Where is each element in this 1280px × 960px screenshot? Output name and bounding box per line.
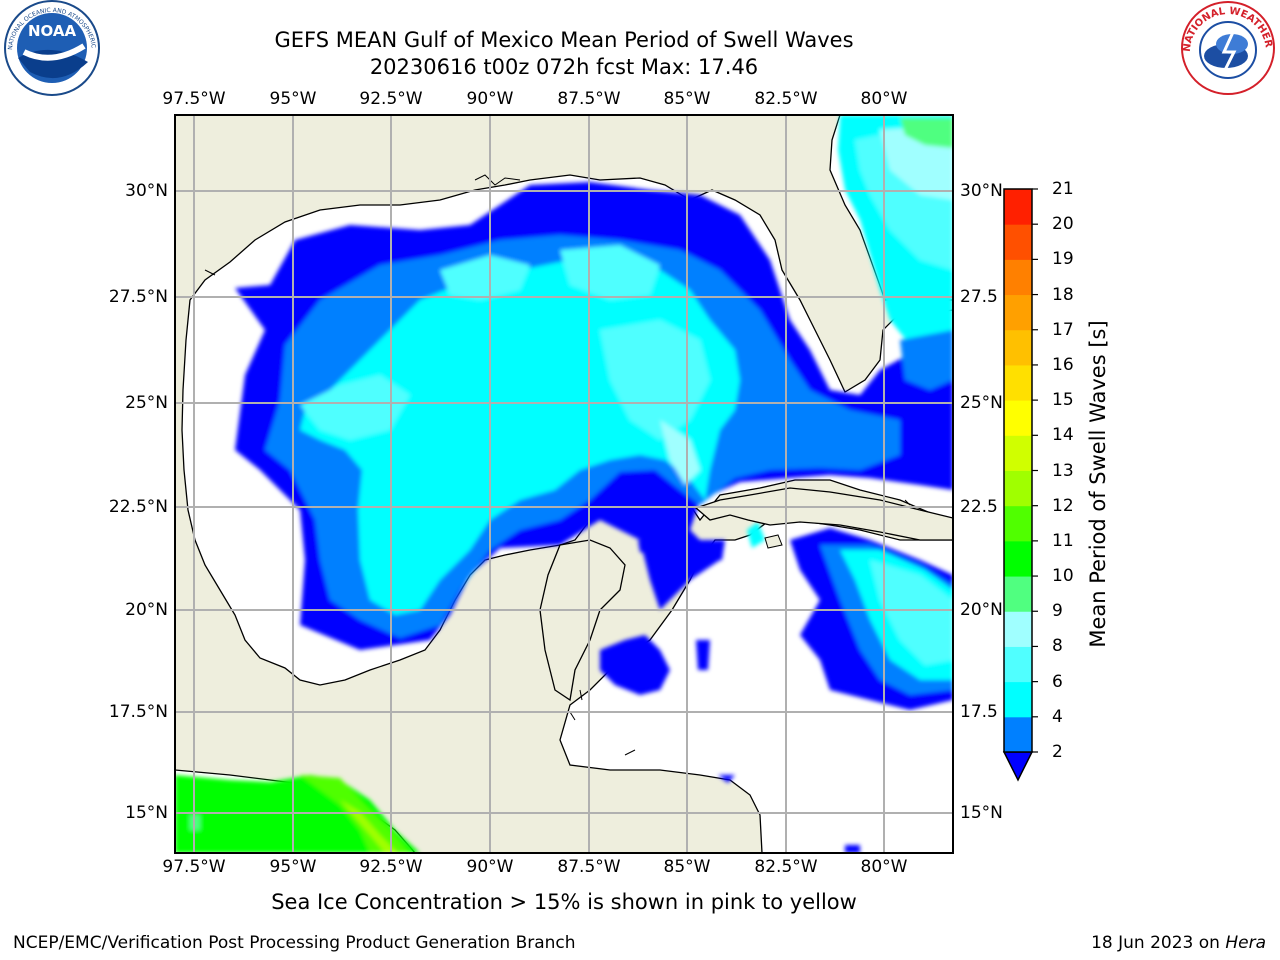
colorbar-segment	[1004, 540, 1032, 577]
colorbar-segment	[1004, 646, 1032, 683]
lat-tick-left: 22.5°N	[108, 497, 168, 517]
colorbar-tick-label: 20	[1052, 214, 1074, 235]
colorbar-tick-label: 19	[1052, 249, 1074, 270]
lat-tick-left: 30°N	[125, 181, 168, 201]
footer-credit: NCEP/EMC/Verification Post Processing Pr…	[13, 933, 576, 953]
colorbar-tick-label: 17	[1052, 319, 1074, 340]
colorbar-segment	[1004, 329, 1032, 366]
chart-title: GEFS MEAN Gulf of Mexico Mean Period of …	[274, 28, 854, 52]
colorbar-segment	[1004, 224, 1032, 260]
colorbar-segment	[1004, 576, 1032, 612]
colorbar-segment	[1004, 294, 1032, 331]
lat-tick-left: 17.5°N	[108, 702, 168, 722]
colorbar-tick-label: 15	[1052, 390, 1074, 411]
colorbar-tick-label: 10	[1052, 566, 1074, 587]
colorbar-segment	[1004, 470, 1032, 507]
colorbar	[1002, 188, 1038, 782]
colorbar-segment	[1004, 189, 1032, 225]
svg-text:NOAA: NOAA	[28, 22, 77, 40]
lon-tick-bottom: 90°W	[466, 857, 514, 877]
lon-tick-bottom: 82.5°W	[754, 857, 818, 877]
lon-tick-bottom: 92.5°W	[359, 857, 423, 877]
lon-tick-top: 95°W	[269, 89, 317, 109]
colorbar-tick-label: 18	[1052, 284, 1074, 305]
colorbar-tick-label: 2	[1052, 742, 1063, 762]
lon-tick-bottom: 87.5°W	[557, 857, 621, 877]
lon-tick-top: 87.5°W	[557, 89, 621, 109]
lon-tick-bottom: 95°W	[269, 857, 317, 877]
footer-date-text: 18 Jun 2023 on	[1091, 933, 1220, 953]
lat-tick-left: 20°N	[125, 600, 168, 620]
lon-tick-top: 97.5°W	[162, 89, 226, 109]
lat-tick-right: 20°N	[960, 600, 1003, 620]
isla-juventud	[764, 534, 783, 549]
colorbar-extension	[1002, 751, 1034, 782]
lon-tick-top: 90°W	[466, 89, 514, 109]
lon-tick-top: 82.5°W	[754, 89, 818, 109]
colorbar-segment	[1004, 716, 1032, 753]
lat-tick-right: 15°N	[960, 803, 1003, 823]
noaa-logo: NOAA NATIONAL OCEANIC AND ATMOSPHERIC AD…	[0, 0, 100, 96]
lat-tick-right: 25°N	[960, 393, 1003, 413]
caption: Sea Ice Concentration > 15% is shown in …	[271, 890, 857, 914]
colorbar-segment	[1004, 611, 1032, 647]
colorbar-tick-label: 16	[1052, 354, 1074, 375]
colorbar-label: Mean Period of Swell Waves [s]	[1086, 320, 1110, 648]
footer-date: 18 Jun 2023 on Hera	[1091, 933, 1266, 953]
colorbar-tick-label: 6	[1052, 671, 1063, 692]
colorbar-tick-label: 14	[1052, 425, 1074, 446]
colorbar-tick-label: 4	[1052, 706, 1063, 727]
lat-tick-left: 15°N	[125, 803, 168, 823]
lon-tick-top: 80°W	[860, 89, 908, 109]
lat-tick-right: 17.5	[960, 702, 998, 722]
footer-host: Hera	[1225, 933, 1266, 953]
colorbar-segment	[1004, 400, 1032, 436]
map-grid	[175, 115, 953, 853]
lat-tick-right: 30°N	[960, 181, 1003, 201]
lon-tick-bottom: 80°W	[860, 857, 908, 877]
lon-tick-top: 85°W	[663, 89, 711, 109]
map-area	[175, 115, 953, 853]
lon-tick-bottom: 85°W	[663, 857, 711, 877]
colorbar-segment	[1004, 364, 1032, 401]
lon-tick-top: 92.5°W	[359, 89, 423, 109]
map-frame	[174, 114, 954, 854]
colorbar-segment	[1004, 505, 1032, 542]
colorbar-tick-label: 11	[1052, 530, 1074, 551]
cuba	[694, 487, 953, 541]
lat-tick-right: 27.5	[960, 287, 998, 307]
colorbar-tick-label: 9	[1052, 601, 1063, 622]
lat-tick-left: 25°N	[125, 393, 168, 413]
colorbar-segment	[1004, 259, 1032, 296]
colorbar-tick-label: 8	[1052, 636, 1063, 657]
yucatan	[539, 539, 626, 702]
colorbar-tick-label: 21	[1052, 179, 1074, 199]
colorbar-tick-label: 13	[1052, 460, 1074, 481]
colorbar-tick-label: 12	[1052, 495, 1074, 516]
lon-tick-bottom: 97.5°W	[162, 857, 226, 877]
colorbar-segment	[1004, 681, 1032, 718]
lat-tick-left: 27.5°N	[108, 287, 168, 307]
lat-tick-right: 22.5	[960, 497, 998, 517]
keys-and-coast	[204, 174, 911, 756]
colorbar-segment	[1004, 435, 1032, 471]
chart-subtitle: 20230616 t00z 072h fcst Max: 17.46	[369, 55, 759, 79]
